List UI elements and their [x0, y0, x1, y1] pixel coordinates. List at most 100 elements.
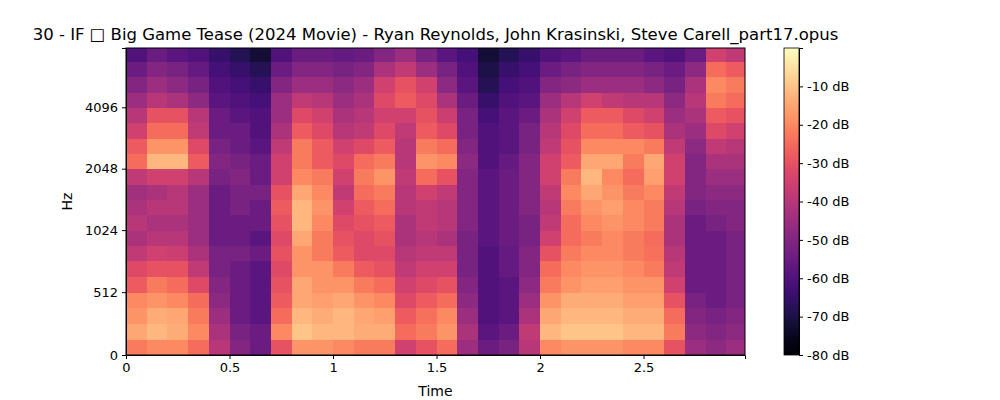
cell [685, 61, 706, 77]
cell [644, 230, 665, 245]
cell [478, 107, 499, 123]
cell [499, 153, 520, 169]
tick: 4096 [85, 100, 126, 115]
cell [644, 77, 665, 93]
cell [416, 153, 437, 169]
title: 30 - IF □ Big Game Tease (2024 Movie) - … [33, 25, 839, 45]
cell [664, 199, 685, 215]
cell [395, 61, 416, 77]
cell [354, 184, 375, 200]
cell [726, 138, 745, 154]
cell [230, 245, 251, 261]
cell [126, 230, 147, 245]
cell [519, 339, 540, 355]
cell [540, 123, 561, 139]
cell [581, 308, 602, 324]
tick-mark [122, 292, 126, 293]
tick: -80 dB [799, 348, 850, 363]
cell [685, 48, 706, 62]
cell [354, 324, 375, 340]
cell [581, 292, 602, 308]
cell [230, 153, 251, 169]
cell [188, 48, 209, 62]
cell [416, 107, 437, 123]
cell [706, 138, 727, 154]
cell [188, 308, 209, 324]
cell [561, 169, 582, 185]
cell [147, 77, 168, 93]
cell [188, 77, 209, 93]
cell [147, 107, 168, 123]
tick-label: -80 dB [807, 348, 850, 363]
cell [623, 308, 644, 324]
cell [250, 123, 271, 139]
cell [437, 339, 458, 355]
cell [333, 199, 354, 215]
cell [209, 92, 230, 108]
cell [271, 153, 292, 169]
cell [292, 138, 313, 154]
cell [312, 184, 333, 200]
cell [188, 153, 209, 169]
cell [292, 123, 313, 139]
cell [250, 324, 271, 340]
cell [354, 153, 375, 169]
cell [271, 230, 292, 245]
cell [167, 308, 188, 324]
cell [581, 199, 602, 215]
cell [457, 48, 478, 62]
cell [685, 339, 706, 355]
cell [354, 123, 375, 139]
cell [478, 261, 499, 277]
cell [644, 245, 665, 261]
cell [416, 199, 437, 215]
cell [354, 92, 375, 108]
cell [395, 276, 416, 292]
cell [457, 107, 478, 123]
cell [581, 138, 602, 154]
cell [188, 215, 209, 231]
cell [167, 276, 188, 292]
cell [126, 339, 147, 355]
cell [250, 169, 271, 185]
cell [726, 61, 745, 77]
cell [416, 215, 437, 231]
tick: -30 dB [799, 156, 850, 171]
cell [437, 199, 458, 215]
cell [167, 184, 188, 200]
cell [726, 245, 745, 261]
cell [271, 276, 292, 292]
cell [250, 245, 271, 261]
tick: -50 dB [799, 233, 850, 248]
cell [395, 153, 416, 169]
cell [147, 230, 168, 245]
cell [416, 308, 437, 324]
cell [209, 308, 230, 324]
tick-label: 2.5 [634, 360, 655, 375]
cell [623, 153, 644, 169]
cell [540, 215, 561, 231]
cell [478, 138, 499, 154]
cell [271, 138, 292, 154]
x-axis: 00.511.522.5 [122, 355, 745, 375]
cell [230, 92, 251, 108]
cell [395, 48, 416, 62]
cell [581, 276, 602, 292]
tick-mark [540, 355, 541, 359]
cell [250, 292, 271, 308]
cell [374, 215, 395, 231]
cell [706, 230, 727, 245]
cell [519, 153, 540, 169]
cell [478, 61, 499, 77]
cell [188, 276, 209, 292]
cell [644, 276, 665, 292]
cell [416, 184, 437, 200]
cell [478, 153, 499, 169]
tick-mark [799, 317, 803, 318]
cell [188, 339, 209, 355]
cell [292, 169, 313, 185]
cell [581, 261, 602, 277]
cell [333, 153, 354, 169]
tick-mark [644, 355, 645, 359]
cell [126, 123, 147, 139]
